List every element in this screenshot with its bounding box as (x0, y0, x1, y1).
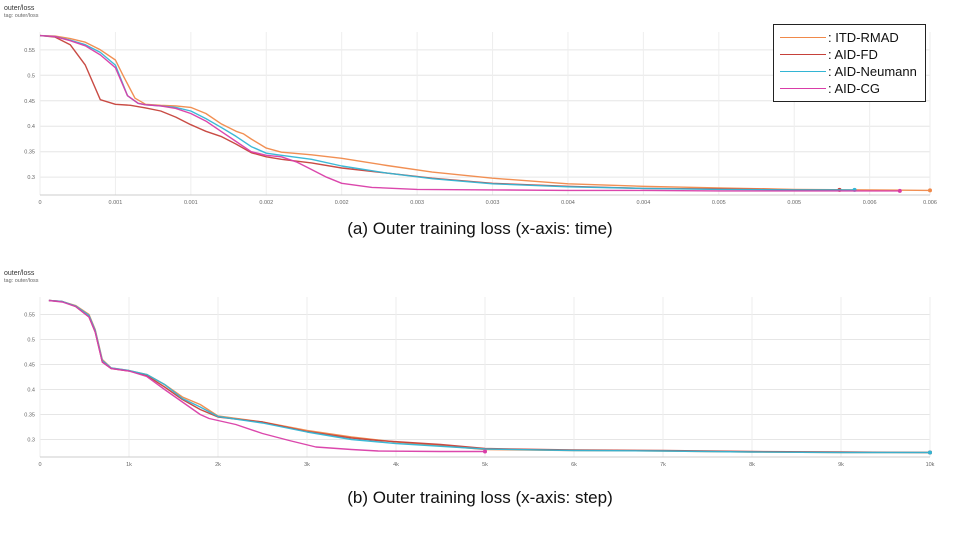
x-tick-label: 3k (304, 462, 310, 468)
y-tick-label: 0.45 (24, 99, 35, 105)
series-line-aid-fd (48, 299, 931, 454)
x-tick-label: 5k (482, 462, 488, 468)
series-line-aid-cg (48, 299, 485, 453)
y-tick-label: 0.4 (27, 388, 35, 394)
chart-title: outer/loss (4, 270, 35, 277)
legend-swatch (780, 88, 826, 89)
legend-label: : AID-Neumann (828, 64, 917, 79)
y-tick-label: 0.55 (24, 313, 35, 319)
x-tick-label: 0.002 (259, 200, 273, 206)
x-tick-label: 0 (38, 462, 41, 468)
series-line-aid-fd (39, 34, 840, 191)
x-tick-label: 0.002 (335, 200, 349, 206)
legend-swatch (780, 71, 826, 72)
x-tick-label: 0 (38, 200, 41, 206)
x-tick-label: 0.003 (486, 200, 500, 206)
legend-item-aid-fd: : AID-FD (780, 46, 917, 63)
x-tick-label: 1k (126, 462, 132, 468)
y-tick-label: 0.5 (27, 338, 35, 344)
y-tick-label: 0.3 (27, 175, 35, 181)
legend-item-aid-neumann: : AID-Neumann (780, 63, 917, 80)
y-tick-label: 0.35 (24, 150, 35, 156)
chart-tag: tag: outer/loss (4, 278, 39, 284)
legend-item-itd-rmad: : ITD-RMAD (780, 29, 917, 46)
caption-a: (a) Outer training loss (x-axis: time) (347, 219, 613, 238)
x-tick-label: 7k (660, 462, 666, 468)
series-line-itd-rmad (39, 34, 931, 192)
x-tick-label: 2k (215, 462, 221, 468)
series-end-point-aid-cg (897, 188, 902, 193)
line-chart-time: 0.3 0.35 0.4 0.45 0.5 0.55 0 0.001 0.001 0.002 0.0… (24, 32, 937, 206)
x-tick-label: 8k (749, 462, 755, 468)
x-tick-label: 0.001 (184, 200, 198, 206)
y-tick-label: 0.45 (24, 363, 35, 369)
x-tick-label: 0.004 (637, 200, 651, 206)
series-line-aid-neumann (48, 299, 930, 454)
legend-item-aid-cg: : AID-CG (780, 80, 917, 97)
chart-tag: tag: outer/loss (4, 13, 39, 19)
y-tick-label: 0.4 (27, 124, 35, 130)
x-tick-label: 0.003 (410, 200, 424, 206)
legend-label: : ITD-RMAD (828, 30, 899, 45)
caption-b: (b) Outer training loss (x-axis: step) (347, 488, 613, 507)
x-tick-label: 0.004 (561, 200, 575, 206)
x-tick-label: 0.006 (863, 200, 877, 206)
chart-panel-step: outer/loss tag: outer/loss 0.3 0.35 0.4 0.4… (0, 265, 960, 485)
series-line-aid-cg (39, 34, 900, 192)
x-tick-label: 6k (571, 462, 577, 468)
legend-swatch (780, 54, 826, 55)
x-tick-label: 10k (926, 462, 935, 468)
y-tick-label: 0.3 (27, 438, 35, 444)
series-end-point-aid-cg (483, 449, 487, 454)
series-line-itd-rmad (48, 299, 930, 454)
x-tick-label: 0.001 (109, 200, 123, 206)
series-line-aid-neumann (39, 34, 855, 191)
y-tick-label: 0.55 (24, 48, 35, 54)
chart-panel-time: outer/loss tag: outer/loss 0.3 0.35 0.4 0.4… (0, 0, 960, 240)
x-tick-label: 9k (838, 462, 844, 468)
series-end-point-aid-neumann (928, 450, 932, 455)
legend-label: : AID-FD (828, 47, 878, 62)
series-end-point-itd-rmad (928, 188, 932, 193)
chart-title: outer/loss (4, 5, 35, 12)
y-tick-label: 0.5 (27, 73, 35, 79)
y-tick-label: 0.35 (24, 413, 35, 419)
legend-swatch (780, 37, 826, 38)
x-tick-label: 0.005 (787, 200, 801, 206)
line-chart-step: 0.3 0.35 0.4 0.45 0.5 0.55 0 1k 2k 3k 4k 5k 6k 7k 8k 9k… (24, 297, 935, 468)
x-tick-label: 0.006 (923, 200, 937, 206)
x-tick-label: 0.005 (712, 200, 726, 206)
legend-label: : AID-CG (828, 81, 881, 96)
chart-legend: : ITD-RMAD : AID-FD : AID-Neumann : AID-… (773, 24, 926, 102)
x-tick-label: 4k (393, 462, 399, 468)
